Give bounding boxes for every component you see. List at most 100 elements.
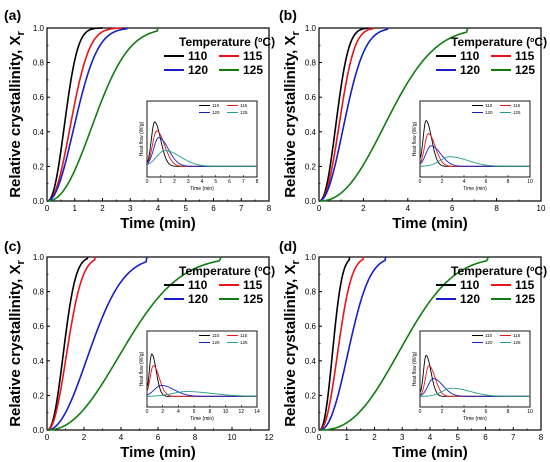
inset-x-tick-label: 0 xyxy=(419,409,422,415)
y-tick-label: 0.0 xyxy=(33,197,45,206)
inset-legend-label-125: 125 xyxy=(240,110,248,115)
x-tick-label: 8 xyxy=(267,204,272,213)
x-tick-label: 10 xyxy=(228,433,237,442)
y-tick-label: 0.6 xyxy=(33,322,45,331)
y-tick-label: 0.2 xyxy=(33,391,45,400)
legend-title: Temperature (oC) xyxy=(451,35,547,49)
y-axis-title-sub: r xyxy=(15,259,27,264)
x-tick-label: 1 xyxy=(73,204,78,213)
legend-label-115: 115 xyxy=(243,49,263,63)
legend-title-main: Temperature ( xyxy=(179,264,258,278)
series-line-125 xyxy=(318,27,469,202)
inset-x-tick-label: 2 xyxy=(441,409,444,415)
inset-x-tick-label: 10 xyxy=(223,409,229,415)
legend-label-110: 110 xyxy=(460,278,480,292)
inset-peak-125 xyxy=(147,391,258,397)
y-tick-label: 0.8 xyxy=(305,59,317,68)
inset-frame xyxy=(146,330,258,408)
legend-label-110: 110 xyxy=(460,49,480,63)
inset-legend-label-125: 125 xyxy=(240,340,248,345)
inset-x-tick-label: 2 xyxy=(441,179,444,185)
panel-3: (c) 0 2 4 6 8 10 12 0.0 0.2 0.4 0.6 0.8 1.0 Time (min)… xyxy=(4,238,275,461)
x-axis-title: Time (min) xyxy=(120,215,196,232)
inset-x-tick-label: 14 xyxy=(254,409,260,415)
series-line-125 xyxy=(46,256,222,431)
inset-x-tick-label: 6 xyxy=(193,409,196,415)
inset-chart: 0 2 4 6 8 10 12 14 Time (min) Heat flow (W/g) 110 1… xyxy=(139,330,260,422)
inset-legend-label-115: 115 xyxy=(513,333,521,338)
legend-label-110: 110 xyxy=(188,278,208,292)
legend-title: Temperature (oC) xyxy=(179,264,275,278)
inset-peak-125 xyxy=(420,156,530,167)
legend-title-sup: o xyxy=(530,37,534,44)
x-tick-label: 12 xyxy=(265,433,274,442)
legend-title-main: Temperature ( xyxy=(451,264,530,278)
x-tick-label: 2 xyxy=(372,433,377,442)
x-tick-label: 0 xyxy=(317,433,322,442)
x-tick-label: 4 xyxy=(428,433,433,442)
inset-x-tick-label: 5 xyxy=(214,179,217,185)
inset-x-axis-title: Time (min) xyxy=(190,416,214,422)
y-axis-title: Relative crystallinity, Xr xyxy=(7,259,27,426)
inset-x-tick-label: 4 xyxy=(463,179,466,185)
x-tick-label: 4 xyxy=(119,433,124,442)
x-tick-label: 3 xyxy=(400,433,405,442)
inset-legend-label-125: 125 xyxy=(513,340,521,345)
series-line-120 xyxy=(46,256,148,431)
series-line-125 xyxy=(46,27,159,202)
x-axis-title: Time (min) xyxy=(392,215,468,232)
x-tick-label: 8 xyxy=(193,433,198,442)
y-tick-label: 0.6 xyxy=(33,93,45,102)
x-tick-label: 5 xyxy=(456,433,461,442)
legend-label-125: 125 xyxy=(515,63,535,77)
inset-legend-label-120: 120 xyxy=(212,340,220,345)
y-axis-title: Relative crystallinity, Xr xyxy=(282,30,302,197)
y-tick-label: 0.6 xyxy=(305,322,317,331)
y-tick-label: 1.0 xyxy=(33,24,45,33)
legend-title-end: C) xyxy=(262,35,275,49)
inset-x-tick-label: 8 xyxy=(507,179,510,185)
x-tick-label: 7 xyxy=(511,433,516,442)
inset-x-tick-label: 8 xyxy=(208,409,211,415)
x-tick-label: 10 xyxy=(537,204,546,213)
series-line-110 xyxy=(318,256,351,431)
inset-y-axis-title: Heat flow (W/g) xyxy=(412,351,418,386)
series-line-115 xyxy=(46,27,123,202)
legend-label-120: 120 xyxy=(460,292,480,306)
inset-y-axis-title: Heat flow (W/g) xyxy=(412,121,418,156)
inset-chart: 0 2 4 6 8 10 Time (min) Heat flow (W/g) 110 115 12… xyxy=(412,100,533,192)
legend-label-115: 115 xyxy=(515,278,535,292)
inset-legend-label-120: 120 xyxy=(485,110,493,115)
series-line-120 xyxy=(318,256,387,431)
panel-2: (b) 0 2 4 6 8 10 0.0 0.2 0.4 0.6 0.8 1.0 Time (min) Re… xyxy=(279,7,547,232)
series-line-120 xyxy=(46,27,129,202)
series-line-110 xyxy=(46,27,103,202)
inset-x-axis-title: Time (min) xyxy=(190,186,214,192)
inset-frame xyxy=(419,100,531,178)
legend-label-125: 125 xyxy=(243,63,263,77)
inset-x-tick-label: 0 xyxy=(419,179,422,185)
x-tick-label: 2 xyxy=(361,204,366,213)
inset-x-axis-title: Time (min) xyxy=(463,186,487,192)
x-tick-label: 6 xyxy=(483,433,488,442)
y-tick-label: 0.2 xyxy=(305,162,317,171)
x-tick-label: 0 xyxy=(45,204,50,213)
inset-legend-label-115: 115 xyxy=(240,333,248,338)
inset-legend-label-115: 115 xyxy=(513,103,521,108)
y-tick-label: 0.8 xyxy=(33,59,45,68)
inset-x-tick-label: 2 xyxy=(173,179,176,185)
inset-legend-label-110: 110 xyxy=(485,333,493,338)
x-tick-label: 2 xyxy=(82,433,87,442)
inset-chart: 0 2 4 6 8 10 Time (min) Heat flow (W/g) 110 115 12… xyxy=(412,330,533,422)
x-tick-label: 8 xyxy=(494,204,499,213)
inset-x-tick-label: 10 xyxy=(527,409,533,415)
x-tick-label: 5 xyxy=(184,204,189,213)
inset-peak-125 xyxy=(147,150,257,167)
legend-label-115: 115 xyxy=(243,278,263,292)
series-line-110 xyxy=(318,27,369,202)
x-tick-label: 0 xyxy=(45,433,50,442)
inset-legend-label-120: 120 xyxy=(485,340,493,345)
inset-legend-label-115: 115 xyxy=(240,103,248,108)
inset-x-tick-label: 4 xyxy=(177,409,180,415)
legend-label-115: 115 xyxy=(515,49,535,63)
